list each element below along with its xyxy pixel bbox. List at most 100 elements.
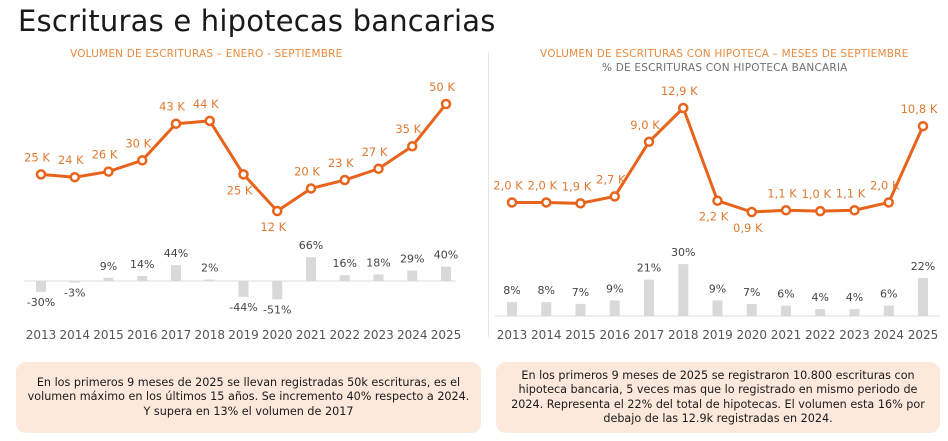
bar-2018: [678, 264, 689, 316]
point-2017: [170, 118, 182, 129]
point-2016: [609, 191, 620, 202]
bar-label-2022: 4%: [812, 291, 829, 304]
left-chart-title: VOLUMEN DE ESCRITURAS – ENERO - SEPTIEMB…: [70, 48, 343, 60]
point-2024: [407, 140, 418, 152]
x-tick-label-2021: 2021: [296, 328, 327, 342]
point-label-2025: 50 K: [429, 80, 455, 94]
point-2022: [815, 205, 826, 217]
bar-label-2021: 6%: [777, 288, 794, 301]
bar-label-2017: 21%: [637, 262, 661, 275]
x-tick-label-2019: 2019: [228, 328, 259, 342]
left-summary-text: En los primeros 9 meses de 2025 se lleva…: [27, 375, 470, 418]
point-label-2023: 1,1 K: [836, 186, 866, 200]
x-tick-label-2023: 2023: [363, 328, 394, 342]
bar-label-2016: 14%: [130, 258, 154, 271]
bar-2015: [575, 303, 586, 316]
point-2025: [440, 98, 452, 110]
x-tick-label-2020: 2020: [736, 328, 767, 342]
x-tick-label-2017: 2017: [634, 328, 665, 342]
bar-label-2025: 22%: [911, 260, 935, 273]
point-label-2019: 2,2 K: [699, 210, 729, 224]
x-tick-label-2015: 2015: [93, 328, 124, 342]
bar-label-2015: 9%: [100, 260, 117, 273]
bar-label-2019: -44%: [229, 301, 257, 314]
bar-2024: [407, 270, 418, 281]
point-2018: [204, 115, 215, 127]
right-chart-title: VOLUMEN DE ESCRITURAS CON HIPOTECA – MES…: [540, 48, 909, 60]
bar-2018: [204, 279, 215, 281]
bar-label-2013: 8%: [503, 284, 520, 297]
point-label-2021: 1,1 K: [767, 186, 797, 200]
x-tick-label-2021: 2021: [771, 328, 802, 342]
point-2015: [575, 198, 586, 209]
bar-2014: [69, 281, 80, 283]
left-summary-note: En los primeros 9 meses de 2025 se lleva…: [16, 362, 481, 433]
bar-label-2025: 40%: [434, 249, 458, 262]
point-2018: [678, 102, 689, 114]
point-2013: [35, 169, 47, 180]
bar-label-2024: 29%: [400, 253, 424, 266]
point-label-2022: 1,0 K: [802, 187, 832, 201]
bar-2024: [883, 305, 894, 316]
bar-label-2023: 18%: [366, 257, 390, 270]
bar-label-2021: 66%: [299, 239, 323, 252]
point-label-2013: 25 K: [24, 150, 50, 164]
bar-label-2015: 7%: [572, 286, 589, 299]
point-2023: [373, 163, 384, 175]
point-label-2020: 12 K: [260, 220, 286, 234]
point-2016: [137, 155, 148, 166]
bar-2021: [781, 305, 791, 316]
bar-label-2022: 16%: [333, 257, 357, 270]
x-tick-label-2014: 2014: [59, 328, 90, 342]
bar-2020: [746, 303, 757, 316]
bar-2022: [339, 275, 350, 281]
bar-2016: [137, 275, 148, 281]
point-label-2016: 2,7 K: [596, 172, 626, 186]
point-label-2023: 27 K: [362, 145, 388, 159]
point-label-2015: 1,9 K: [562, 179, 592, 193]
bar-2017: [171, 265, 181, 281]
point-2025: [917, 120, 929, 132]
point-label-2014: 2,0 K: [528, 178, 558, 192]
x-tick-label-2025: 2025: [908, 328, 939, 342]
point-2014: [541, 197, 552, 208]
point-2022: [339, 174, 350, 186]
point-label-2016: 30 K: [125, 136, 151, 150]
x-tick-label-2014: 2014: [531, 328, 562, 342]
point-2015: [103, 166, 114, 177]
bar-label-2013: -30%: [27, 296, 55, 309]
bar-2022: [815, 309, 826, 316]
bar-2021: [306, 257, 316, 281]
point-label-2021: 20 K: [294, 164, 320, 178]
point-label-2024: 35 K: [395, 122, 421, 136]
x-tick-label-2018: 2018: [668, 328, 699, 342]
point-label-2013: 2,0 K: [493, 178, 523, 192]
bar-2013: [507, 302, 517, 316]
bar-label-2018: 2%: [201, 262, 218, 275]
point-2020: [746, 206, 757, 218]
x-tick-label-2022: 2022: [329, 328, 360, 342]
x-tick-label-2017: 2017: [161, 328, 192, 342]
point-label-2025: 10,8 K: [901, 102, 938, 116]
point-label-2018: 44 K: [193, 97, 219, 111]
x-tick-label-2016: 2016: [599, 328, 630, 342]
bar-label-2020: 7%: [743, 286, 760, 299]
point-2019: [712, 195, 723, 206]
point-label-2017: 9,0 K: [630, 118, 660, 132]
point-2013: [506, 197, 518, 208]
point-label-2020: 0,9 K: [733, 221, 763, 235]
bar-2017: [644, 279, 654, 316]
x-tick-label-2020: 2020: [262, 328, 293, 342]
right-summary-text: En los primeros 9 meses de 2025 se regis…: [511, 368, 925, 426]
chart-divider: [488, 52, 489, 337]
point-2024: [883, 197, 894, 208]
point-label-2018: 12,9 K: [661, 84, 698, 98]
point-2020: [272, 205, 283, 217]
x-tick-label-2023: 2023: [839, 328, 870, 342]
x-tick-label-2024: 2024: [397, 328, 428, 342]
bar-2020: [272, 281, 283, 300]
bar-label-2024: 6%: [880, 288, 897, 301]
x-tick-label-2015: 2015: [565, 328, 596, 342]
bar-2023: [849, 309, 860, 316]
